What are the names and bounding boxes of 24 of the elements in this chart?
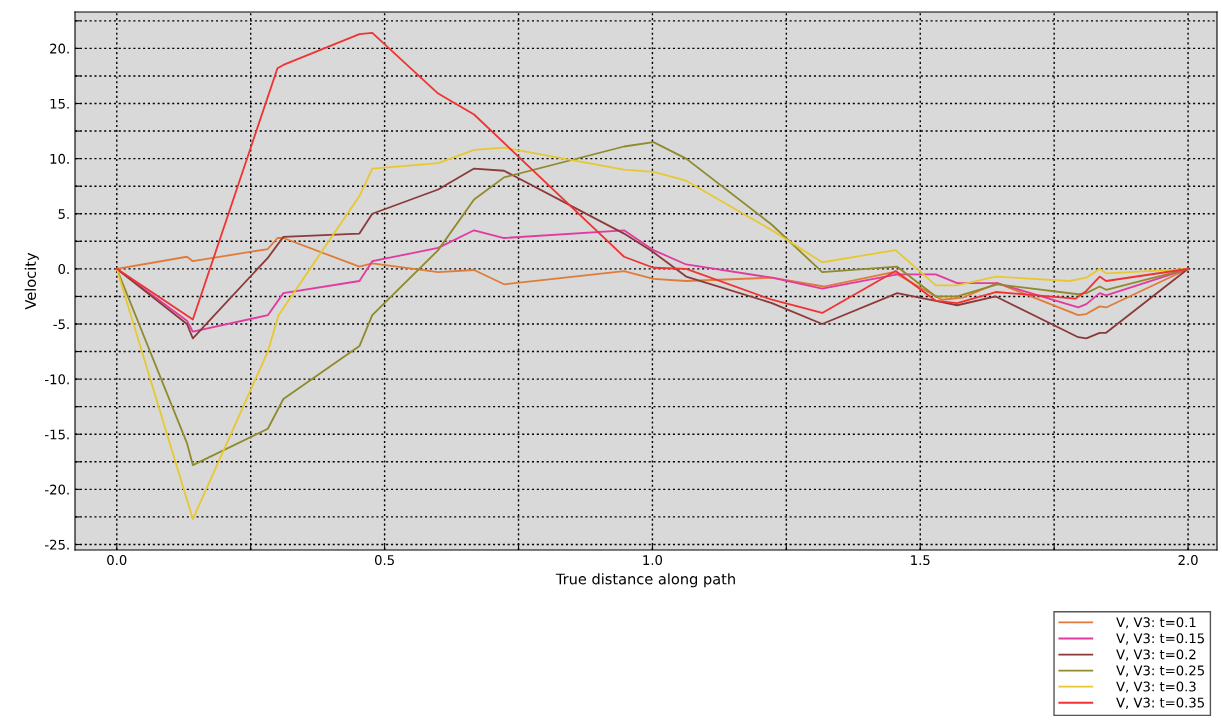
- legend-label: V, V3: t=0.15: [1116, 633, 1204, 645]
- x-tick-label: 2.0: [1178, 555, 1198, 566]
- x-tick-label: 0.5: [374, 555, 394, 566]
- x-tick-label: 0.0: [107, 555, 127, 566]
- legend-label: V, V3: t=0.2: [1116, 649, 1196, 661]
- x-axis-title: True distance along path: [555, 573, 735, 588]
- y-axis-title: Velocity: [24, 252, 39, 310]
- y-tick-label: -20.: [45, 484, 69, 495]
- x-tick-label: 1.0: [643, 555, 663, 566]
- y-tick-label: -25.: [45, 539, 69, 550]
- x-tick-label: 1.5: [911, 555, 930, 566]
- y-tick-label: -5.: [53, 319, 69, 330]
- legend-label: V, V3: t=0.35: [1116, 697, 1204, 709]
- y-tick-label: -10.: [45, 374, 69, 385]
- legend-label: V, V3: t=0.3: [1116, 681, 1196, 693]
- y-tick-label: -15.: [45, 429, 69, 440]
- y-tick-label: 20.: [50, 43, 69, 54]
- y-tick-label: 15.: [50, 98, 69, 109]
- y-tick-label: 5.: [58, 209, 69, 219]
- line-series: [115, 32, 1189, 321]
- y-tick-label: 10.: [50, 153, 69, 164]
- y-tick-label: 0.: [58, 264, 69, 275]
- legend-label: V, V3: t=0.1: [1116, 617, 1196, 629]
- legend-label: V, V3: t=0.25: [1116, 665, 1204, 677]
